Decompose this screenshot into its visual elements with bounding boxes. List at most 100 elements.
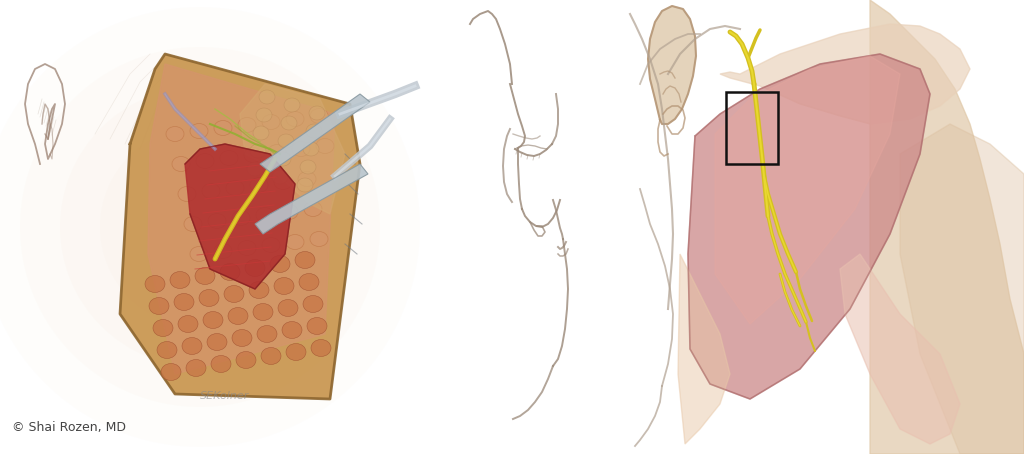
Ellipse shape	[299, 273, 319, 291]
Ellipse shape	[184, 217, 202, 232]
Ellipse shape	[226, 181, 244, 196]
Ellipse shape	[282, 321, 302, 339]
Ellipse shape	[178, 316, 198, 332]
Ellipse shape	[306, 124, 322, 138]
Ellipse shape	[261, 347, 281, 365]
Ellipse shape	[278, 300, 298, 316]
Ellipse shape	[202, 183, 220, 198]
Ellipse shape	[257, 326, 278, 342]
Ellipse shape	[262, 237, 280, 252]
Ellipse shape	[238, 241, 256, 256]
Polygon shape	[688, 54, 930, 399]
Ellipse shape	[195, 267, 215, 285]
Text: SEKolner: SEKolner	[200, 391, 250, 401]
Ellipse shape	[220, 150, 238, 166]
Ellipse shape	[60, 87, 340, 367]
Ellipse shape	[224, 286, 244, 302]
Ellipse shape	[304, 202, 322, 217]
Ellipse shape	[100, 127, 300, 327]
Polygon shape	[185, 144, 295, 289]
Polygon shape	[648, 6, 696, 124]
Ellipse shape	[278, 134, 294, 148]
Ellipse shape	[298, 172, 316, 187]
Ellipse shape	[284, 98, 300, 112]
Ellipse shape	[256, 108, 272, 122]
Ellipse shape	[236, 351, 256, 369]
Polygon shape	[260, 94, 370, 172]
Ellipse shape	[250, 144, 266, 158]
Ellipse shape	[253, 304, 273, 321]
Polygon shape	[255, 164, 368, 234]
Text: © Shai Rozen, MD: © Shai Rozen, MD	[12, 421, 126, 434]
Ellipse shape	[286, 235, 304, 250]
Ellipse shape	[207, 334, 227, 350]
Ellipse shape	[211, 355, 231, 372]
Ellipse shape	[310, 232, 328, 247]
Ellipse shape	[303, 142, 319, 156]
Ellipse shape	[174, 293, 194, 311]
Ellipse shape	[161, 364, 181, 380]
Ellipse shape	[228, 307, 248, 325]
Ellipse shape	[220, 263, 240, 281]
Ellipse shape	[247, 162, 263, 176]
Ellipse shape	[297, 178, 313, 192]
Ellipse shape	[316, 138, 334, 153]
Ellipse shape	[145, 276, 165, 292]
Ellipse shape	[245, 260, 265, 276]
Ellipse shape	[262, 114, 280, 129]
Ellipse shape	[303, 296, 323, 312]
Ellipse shape	[182, 337, 202, 355]
Polygon shape	[148, 64, 335, 374]
Ellipse shape	[253, 126, 269, 140]
Ellipse shape	[256, 207, 274, 222]
Polygon shape	[580, 0, 1024, 454]
Ellipse shape	[157, 341, 177, 359]
Ellipse shape	[244, 148, 262, 163]
Ellipse shape	[196, 153, 214, 168]
Polygon shape	[715, 56, 900, 324]
Ellipse shape	[270, 256, 290, 272]
Ellipse shape	[275, 152, 291, 166]
Ellipse shape	[166, 127, 184, 142]
Ellipse shape	[274, 174, 292, 189]
Ellipse shape	[190, 123, 208, 138]
Ellipse shape	[259, 90, 275, 104]
Polygon shape	[900, 124, 1024, 454]
Ellipse shape	[286, 344, 306, 360]
Ellipse shape	[214, 243, 232, 258]
Ellipse shape	[199, 290, 219, 306]
Ellipse shape	[20, 47, 380, 407]
Ellipse shape	[274, 277, 294, 295]
Polygon shape	[720, 24, 970, 124]
Polygon shape	[678, 254, 730, 444]
Polygon shape	[870, 0, 1024, 454]
Ellipse shape	[214, 120, 232, 135]
Ellipse shape	[250, 178, 268, 192]
Ellipse shape	[280, 204, 298, 219]
Ellipse shape	[310, 109, 328, 123]
Ellipse shape	[0, 7, 420, 447]
Ellipse shape	[172, 157, 190, 172]
Ellipse shape	[300, 160, 316, 174]
Ellipse shape	[232, 211, 250, 226]
Polygon shape	[240, 84, 345, 214]
Ellipse shape	[311, 340, 331, 356]
Ellipse shape	[295, 252, 315, 268]
Polygon shape	[840, 254, 961, 444]
Polygon shape	[120, 54, 360, 399]
Ellipse shape	[150, 297, 169, 315]
Bar	[726, 92, 778, 164]
Ellipse shape	[208, 213, 226, 228]
Ellipse shape	[153, 320, 173, 336]
Ellipse shape	[190, 247, 208, 262]
Ellipse shape	[268, 144, 286, 159]
Ellipse shape	[292, 142, 310, 157]
Ellipse shape	[170, 271, 190, 288]
Ellipse shape	[309, 106, 325, 120]
Ellipse shape	[272, 170, 288, 184]
Ellipse shape	[281, 116, 297, 130]
Ellipse shape	[232, 330, 252, 346]
Ellipse shape	[178, 187, 196, 202]
Ellipse shape	[286, 112, 304, 127]
Ellipse shape	[238, 118, 256, 133]
